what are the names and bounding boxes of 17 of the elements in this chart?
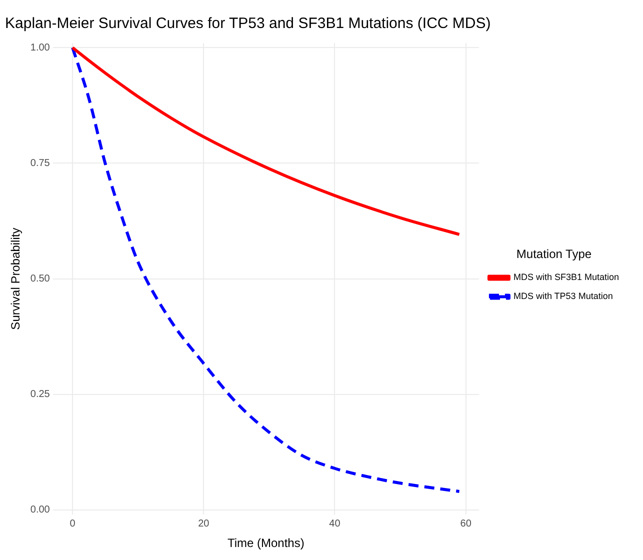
chart-title: Kaplan-Meier Survival Curves for TP53 and SF3B1 Mutations (ICC MDS)	[5, 15, 491, 32]
x-tick-label: 60	[460, 518, 472, 530]
y-tick-label: 0.25	[30, 389, 50, 400]
y-tick-label: 1.00	[30, 42, 50, 54]
y-tick-label: 0.50	[30, 274, 50, 285]
y-tick-label: 0.75	[30, 158, 50, 169]
legend-label: MDS with TP53 Mutation	[513, 291, 613, 302]
legend-label: MDS with SF3B1 Mutation	[513, 272, 620, 282]
legend-title: Mutation Type	[516, 247, 592, 262]
line-series	[71, 46, 461, 493]
x-tick-label: 0	[70, 518, 76, 530]
x-tick-label: 40	[329, 518, 341, 530]
x-axis-title: Time (Months)	[227, 536, 304, 550]
y-tick-label: 0.00	[30, 504, 50, 516]
line-series	[71, 46, 461, 236]
y-axis-title: Survival Probability	[8, 228, 23, 330]
x-tick-label: 20	[198, 518, 210, 530]
